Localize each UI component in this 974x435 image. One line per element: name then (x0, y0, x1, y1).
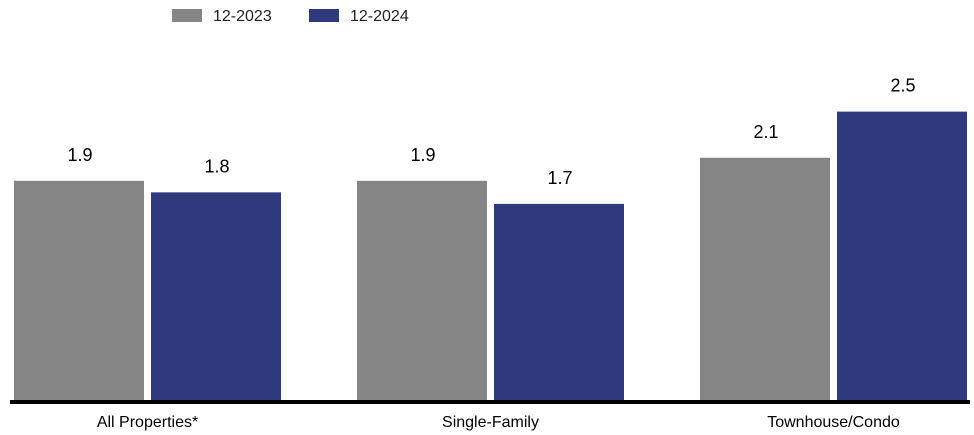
legend: 12-2023 12-2024 (172, 8, 409, 25)
value-labels: 1.9 1.8 1.9 1.7 2.1 2.5 (67, 76, 915, 188)
legend-swatch-12-2024 (309, 9, 339, 22)
bar-12-2023-townhouse-condo (700, 157, 830, 400)
bar-12-2023-all-properties (14, 180, 144, 400)
value-label: 1.9 (410, 145, 435, 165)
legend-label-12-2023: 12-2023 (213, 8, 272, 25)
bar-12-2024-all-properties (151, 192, 281, 400)
value-label: 2.5 (890, 76, 915, 96)
category-label: Townhouse/Condo (767, 414, 900, 431)
bar-12-2024-townhouse-condo (837, 111, 967, 400)
category-label: All Properties* (97, 414, 198, 431)
value-label: 1.7 (547, 168, 572, 188)
value-label: 2.1 (753, 122, 778, 142)
bars (14, 111, 967, 400)
bar-12-2024-single-family (494, 203, 624, 400)
legend-swatch-12-2023 (172, 9, 202, 22)
category-labels: All Properties* Single-Family Townhouse/Co… (97, 414, 900, 431)
value-label: 1.8 (204, 156, 229, 176)
bar-12-2023-single-family (357, 180, 487, 400)
value-label: 1.9 (67, 145, 92, 165)
category-label: Single-Family (442, 414, 539, 431)
legend-label-12-2024: 12-2024 (350, 8, 409, 25)
